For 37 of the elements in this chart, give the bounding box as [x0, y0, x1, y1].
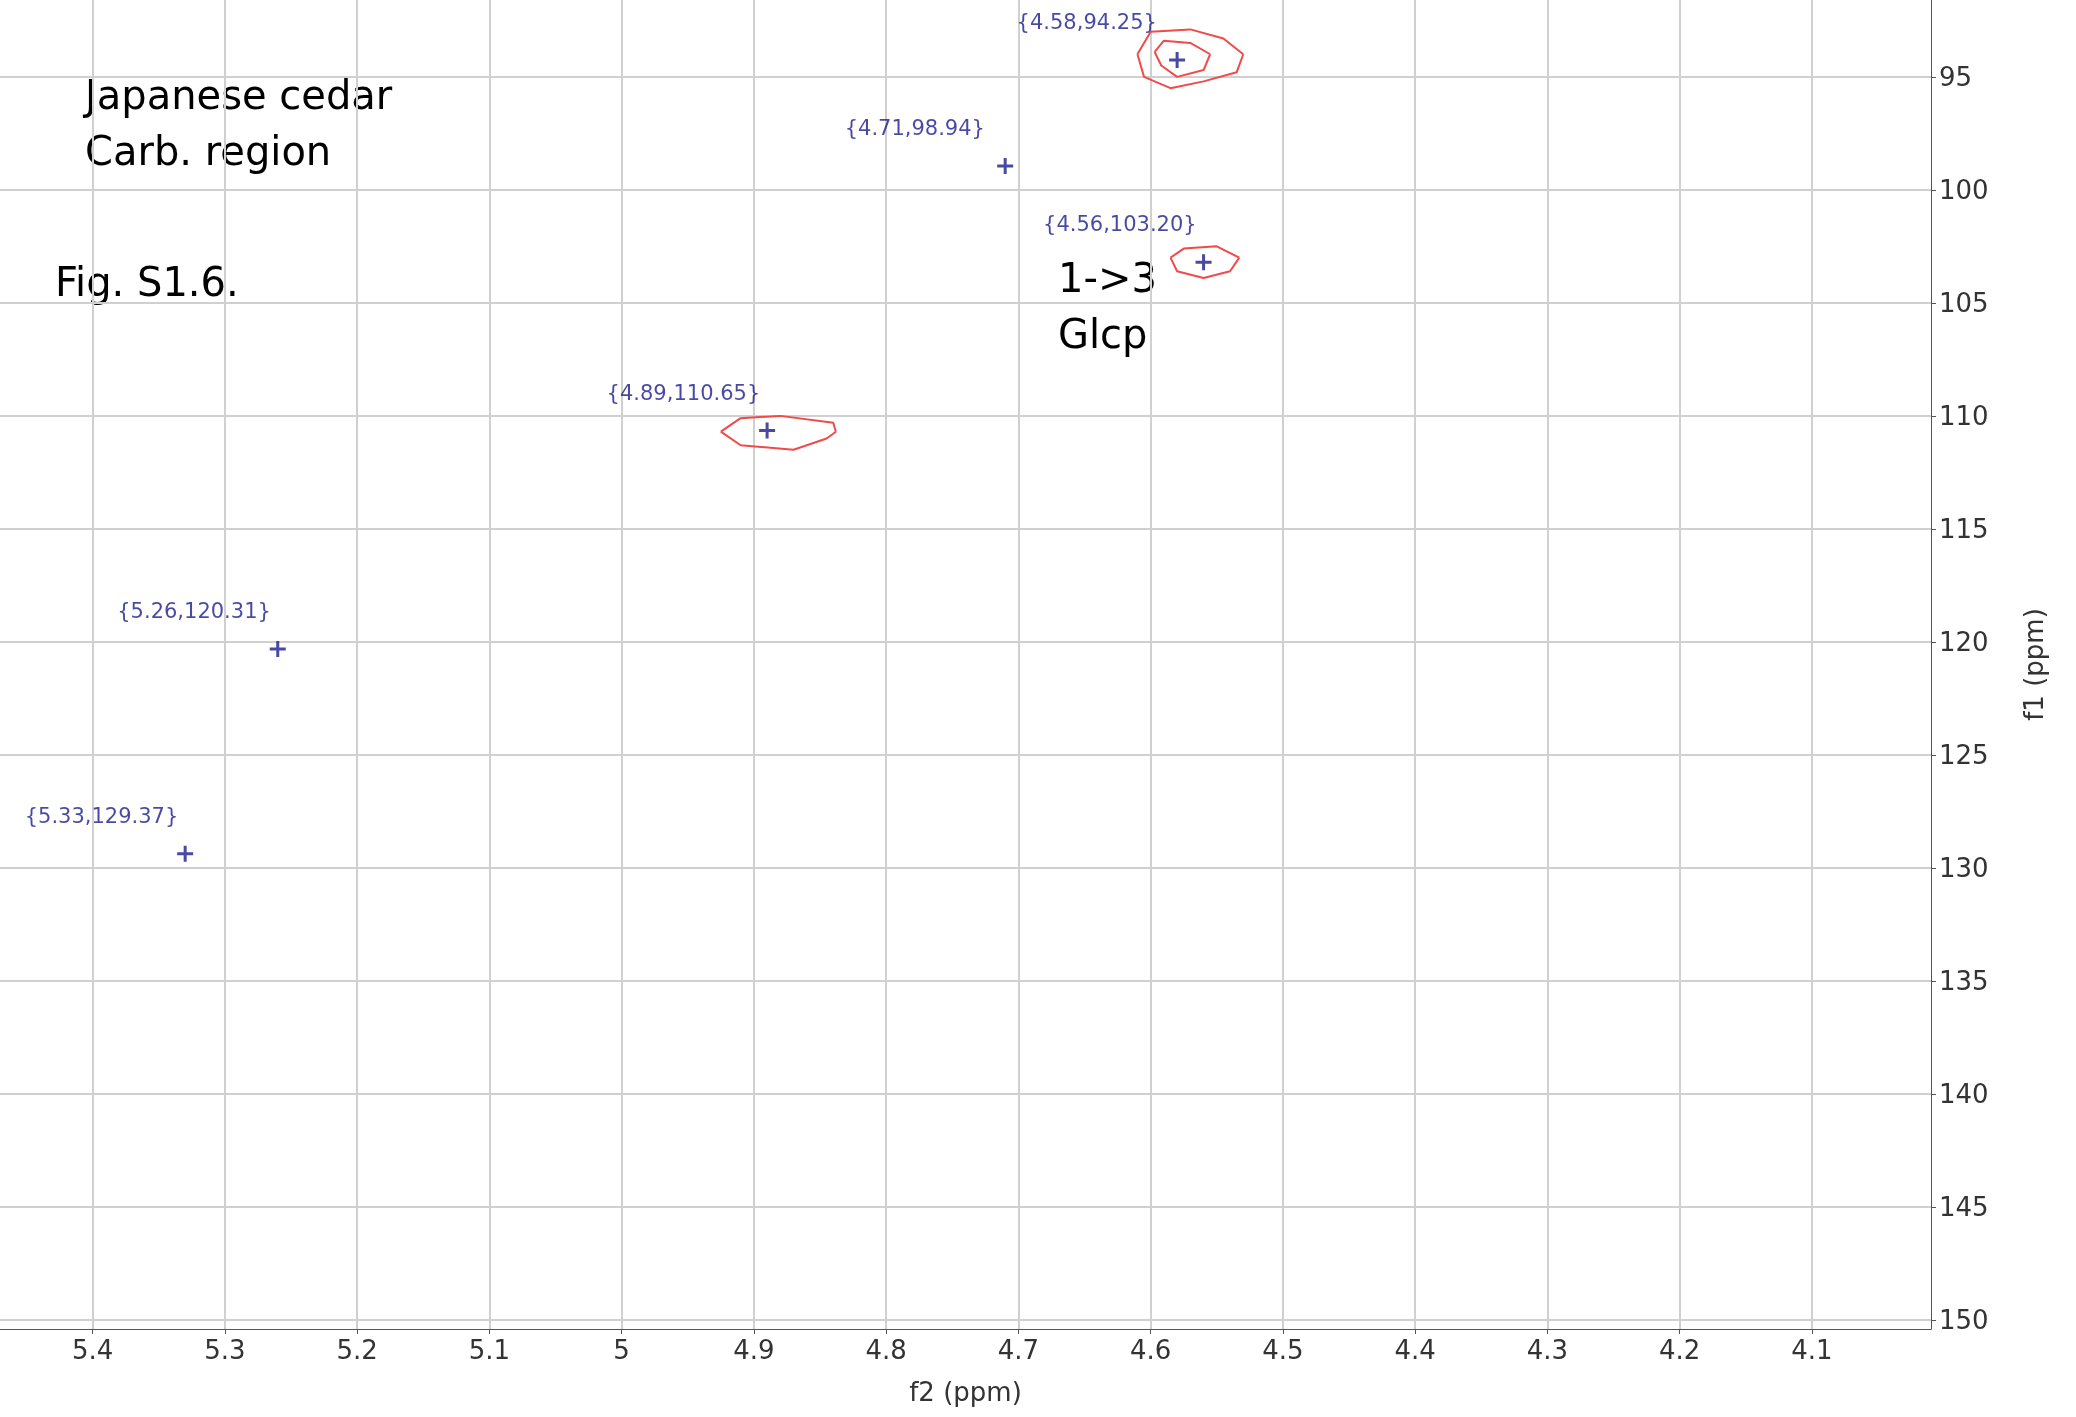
data-label: {4.71,98.94}	[844, 115, 985, 140]
x-tick-label: 5.4	[71, 1335, 114, 1365]
x-tick-label: 5.1	[468, 1335, 511, 1365]
y-tick-label: 100	[1939, 174, 1989, 205]
x-tick-label: 5.2	[336, 1335, 378, 1365]
data-label: {5.33,129.37}	[24, 803, 179, 828]
x-axis-title: f2 (ppm)	[909, 1377, 1022, 1407]
data-label: {5.26,120.31}	[117, 598, 271, 623]
data-label: {4.58,94.25}	[1016, 9, 1157, 34]
y-tick-label: 130	[1939, 852, 1989, 883]
x-tick-label: 4.9	[733, 1335, 775, 1365]
x-tick-label: 4.3	[1526, 1335, 1569, 1365]
y-tick-label: 105	[1939, 287, 1989, 318]
x-tick-label: 5.3	[204, 1335, 246, 1365]
y-tick-label: 150	[1939, 1304, 1989, 1335]
y-tick-label: 135	[1939, 965, 1989, 996]
y-tick-label: 95	[1939, 61, 1973, 92]
y-tick-label: 115	[1939, 513, 1989, 544]
x-tick-label: 4.5	[1262, 1335, 1304, 1365]
annotation: Glcp	[1058, 311, 1148, 357]
y-axis-title: f1 (ppm)	[2019, 608, 2049, 721]
data-label: {4.89,110.65}	[606, 380, 761, 405]
y-tick-label: 110	[1939, 400, 1989, 431]
y-tick-label: 145	[1939, 1191, 1989, 1222]
x-tick-label: 5	[613, 1335, 630, 1365]
x-tick-label: 4.7	[997, 1335, 1040, 1365]
x-tick-label: 4.1	[1791, 1335, 1833, 1365]
y-tick-label: 120	[1939, 626, 1989, 657]
y-tick-label: 140	[1939, 1078, 1989, 1109]
x-tick-label: 4.4	[1394, 1335, 1436, 1365]
x-tick-label: 4.2	[1659, 1335, 1701, 1365]
x-tick-label: 4.6	[1129, 1335, 1172, 1365]
annotation: Carb. region	[85, 128, 332, 174]
x-tick-label: 4.8	[865, 1335, 907, 1365]
y-tick-label: 125	[1939, 739, 1989, 770]
data-label: {4.56,103.20}	[1043, 212, 1197, 237]
annotation: Japanese cedar	[82, 72, 393, 118]
